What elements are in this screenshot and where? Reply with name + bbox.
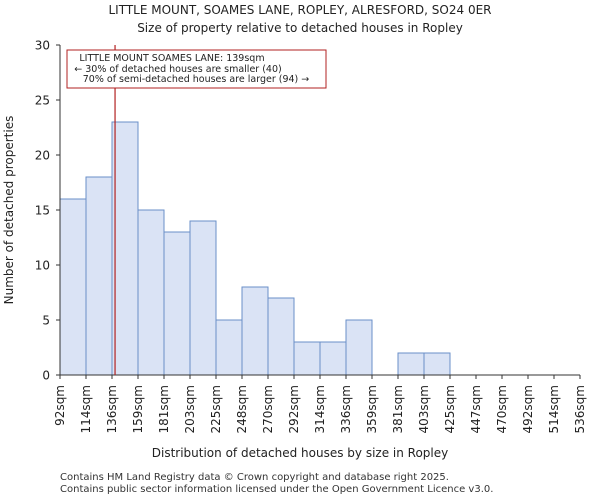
x-tick-label-136sqm: 136sqm [105,385,119,433]
bar-314sqm [319,341,347,376]
annotation-box [66,49,327,89]
bar-270sqm [267,297,295,376]
x-tick-label-248sqm: 248sqm [235,385,249,433]
x-tick-label-359sqm: 359sqm [365,385,379,433]
bar-403sqm [423,352,451,376]
bar-336sqm [345,319,373,376]
bar-181sqm [163,231,191,376]
annotation-line-3: 70% of semi-detached houses are larger (… [83,74,310,85]
bar-381sqm [397,352,425,376]
bar-136sqm [111,121,139,376]
annotation-line-1: LITTLE MOUNT SOAMES LANE: 139sqm [79,53,264,64]
x-tick-label-203sqm: 203sqm [183,385,197,433]
y-tick-label: 20 [35,149,50,163]
x-tick-label-92sqm: 92sqm [53,385,67,426]
x-tick-label-514sqm: 514sqm [547,385,561,433]
annotation-line-2: ← 30% of detached houses are smaller (40… [74,64,281,75]
x-tick-label-492sqm: 492sqm [521,385,535,433]
chart-subtitle: Size of property relative to detached ho… [137,21,463,35]
chart-title: LITTLE MOUNT, SOAMES LANE, ROPLEY, ALRES… [109,3,492,17]
x-tick-label-381sqm: 381sqm [391,385,405,433]
x-tick-label-225sqm: 225sqm [209,385,223,433]
x-tick-label-470sqm: 470sqm [495,385,509,433]
x-tick-label-336sqm: 336sqm [339,385,353,433]
y-tick-label: 30 [35,39,50,53]
y-tick-label: 5 [42,314,50,328]
bar-159sqm [137,209,165,376]
y-axis-label: Number of detached properties [2,116,16,305]
y-tick-label: 0 [42,369,50,383]
x-tick-label-114sqm: 114sqm [79,385,93,433]
x-tick-label-181sqm: 181sqm [157,385,171,433]
footer-attribution-line-1: Contains HM Land Registry data © Crown c… [60,472,449,483]
x-tick-label-536sqm: 536sqm [573,385,587,433]
x-tick-label-403sqm: 403sqm [417,385,431,433]
bar-114sqm [85,176,113,376]
x-axis-label: Distribution of detached houses by size … [152,446,448,460]
y-tick-label: 10 [35,259,50,273]
y-tick-label: 25 [35,94,50,108]
bar-203sqm [189,220,217,376]
bar-225sqm [215,319,243,376]
bar-92sqm [59,198,87,376]
x-tick-label-447sqm: 447sqm [469,385,483,433]
x-tick-label-159sqm: 159sqm [131,385,145,433]
y-tick-label: 15 [35,204,50,218]
x-tick-label-292sqm: 292sqm [287,385,301,433]
x-tick-label-314sqm: 314sqm [313,385,327,433]
x-tick-label-270sqm: 270sqm [261,385,275,433]
x-tick-label-425sqm: 425sqm [443,385,457,433]
bar-292sqm [293,341,321,376]
footer-attribution-line-2: Contains public sector information licen… [60,484,494,495]
bar-248sqm [241,286,269,376]
